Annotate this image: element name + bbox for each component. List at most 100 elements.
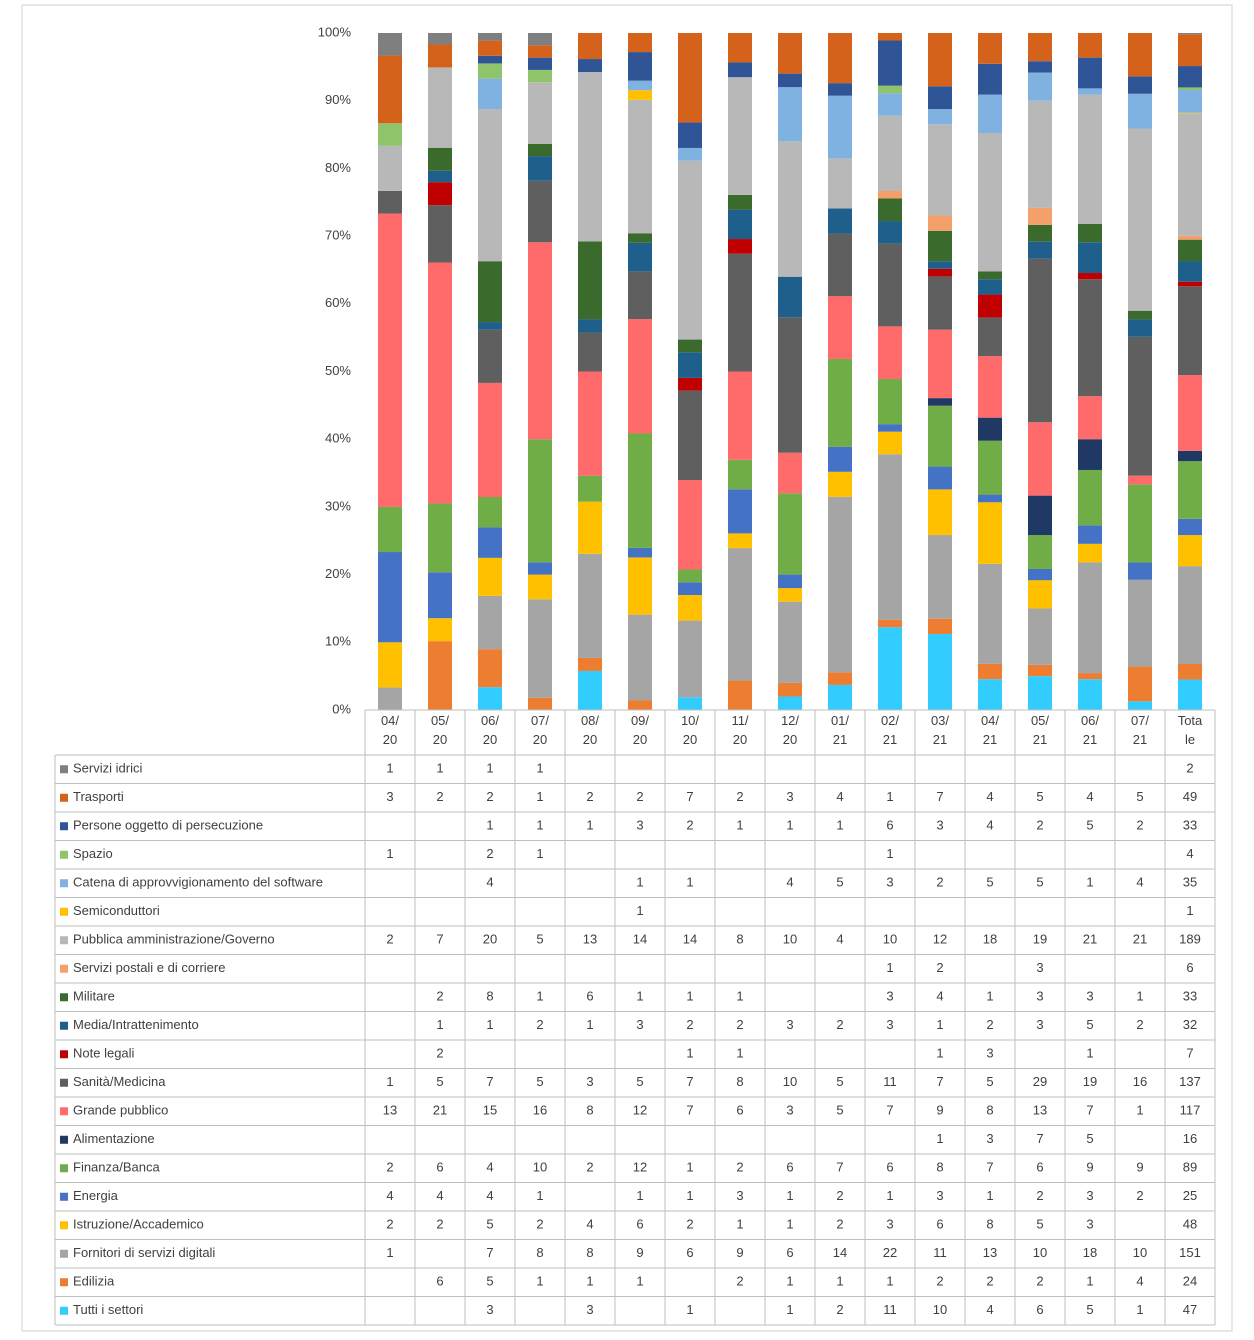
- bar-segment: [828, 496, 852, 673]
- y-tick-label: 10%: [325, 634, 351, 649]
- bar-segment: [1178, 112, 1202, 114]
- table-value: 1: [436, 761, 443, 776]
- table-value: 7: [936, 1074, 943, 1089]
- table-value: 2: [486, 789, 493, 804]
- table-value: 1: [436, 1017, 443, 1032]
- table-value: 5: [536, 1074, 543, 1089]
- table-value: 8: [586, 1245, 593, 1260]
- x-tick-label: 01/21: [831, 713, 849, 747]
- bar-segment: [1178, 113, 1202, 236]
- bar-segment: [478, 78, 502, 110]
- bar-segment: [878, 627, 902, 710]
- table-value: 10: [1133, 1245, 1147, 1260]
- table-value: 3: [786, 1103, 793, 1118]
- bar-segment: [678, 377, 702, 391]
- table-value: 16: [1183, 1131, 1197, 1146]
- table-value: 2: [686, 1017, 693, 1032]
- table-value: 4: [386, 1188, 393, 1203]
- legend-label: Militare: [73, 989, 115, 1004]
- table-value: 13: [383, 1103, 397, 1118]
- bar-segment: [578, 59, 602, 73]
- legend-label: Catena di approvvigionamento del softwar…: [73, 875, 323, 890]
- table-value: 2: [536, 1217, 543, 1232]
- table-value: 7: [836, 1160, 843, 1175]
- bar-segment: [778, 452, 802, 494]
- bar-segment: [1078, 525, 1102, 544]
- bar-segment: [628, 547, 652, 558]
- bar-segment: [528, 69, 552, 83]
- bar-segment: [978, 133, 1002, 272]
- table-value: 2: [386, 1217, 393, 1232]
- table-value: 89: [1183, 1160, 1197, 1175]
- table-value: 22: [883, 1245, 897, 1260]
- table-value: 14: [833, 1245, 847, 1260]
- x-tick-label: 05/20: [431, 713, 449, 747]
- bar-segment: [628, 700, 652, 710]
- legend-label: Semiconduttori: [73, 903, 160, 918]
- bar-segment: [1078, 57, 1102, 89]
- bar-segment: [878, 85, 902, 94]
- table-value: 3: [386, 789, 393, 804]
- table-value: 3: [1086, 989, 1093, 1004]
- bar-segment: [578, 501, 602, 554]
- table-value: 5: [536, 932, 543, 947]
- table-value: 2: [386, 932, 393, 947]
- table-value: 1: [686, 1302, 693, 1317]
- bar-segment: [378, 506, 402, 553]
- table-value: 2: [436, 789, 443, 804]
- bar-segment: [728, 680, 752, 710]
- bar-segment: [1128, 336, 1152, 476]
- table-value: 3: [636, 1017, 643, 1032]
- table-value: 1: [636, 903, 643, 918]
- bar-segment: [678, 33, 702, 123]
- x-tick-label: 12/20: [781, 713, 799, 747]
- y-tick-label: 50%: [325, 363, 351, 378]
- table-value: 7: [486, 1074, 493, 1089]
- legend-swatch: [60, 1078, 68, 1087]
- legend-swatch: [60, 1221, 68, 1230]
- table-value: 16: [533, 1103, 547, 1118]
- bar-segment: [428, 641, 452, 710]
- table-value: 6: [636, 1217, 643, 1232]
- bar-segment: [1078, 242, 1102, 274]
- bar-segment: [878, 40, 902, 86]
- bar-segment: [878, 431, 902, 455]
- bar-segment: [478, 63, 502, 79]
- table-value: 2: [936, 960, 943, 975]
- bar-segment: [878, 115, 902, 191]
- bar-segment: [778, 696, 802, 710]
- table-value: 4: [836, 932, 843, 947]
- bar-segment: [1178, 679, 1202, 710]
- bar-segment: [1178, 566, 1202, 665]
- bar-segment: [628, 52, 652, 81]
- bar-segment: [528, 45, 552, 58]
- bar-segment: [478, 261, 502, 323]
- bar-segment: [578, 475, 602, 502]
- table-value: 2: [436, 1217, 443, 1232]
- table-value: 1: [386, 1074, 393, 1089]
- bar-segment: [1178, 664, 1202, 680]
- table-value: 48: [1183, 1217, 1197, 1232]
- table-value: 1: [536, 818, 543, 833]
- table-value: 2: [1036, 1274, 1043, 1289]
- bar-segment: [728, 489, 752, 534]
- bar-segment: [628, 319, 652, 434]
- table-value: 2: [736, 1017, 743, 1032]
- legend-swatch: [60, 993, 68, 1002]
- bar-segment: [528, 82, 552, 144]
- bar-segment: [1128, 562, 1152, 580]
- bar-segment: [1128, 666, 1152, 702]
- bar-segment: [1178, 518, 1202, 536]
- bar-segment: [1178, 239, 1202, 262]
- table-value: 21: [1133, 932, 1147, 947]
- bar-segment: [778, 87, 802, 142]
- table-value: 4: [1136, 875, 1143, 890]
- table-value: 5: [986, 875, 993, 890]
- table-value: 5: [486, 1274, 493, 1289]
- bar-segment: [1128, 701, 1152, 710]
- table-value: 21: [433, 1103, 447, 1118]
- bar-segment: [528, 242, 552, 440]
- y-tick-label: 70%: [325, 228, 351, 243]
- table-value: 3: [786, 789, 793, 804]
- table-value: 1: [686, 989, 693, 1004]
